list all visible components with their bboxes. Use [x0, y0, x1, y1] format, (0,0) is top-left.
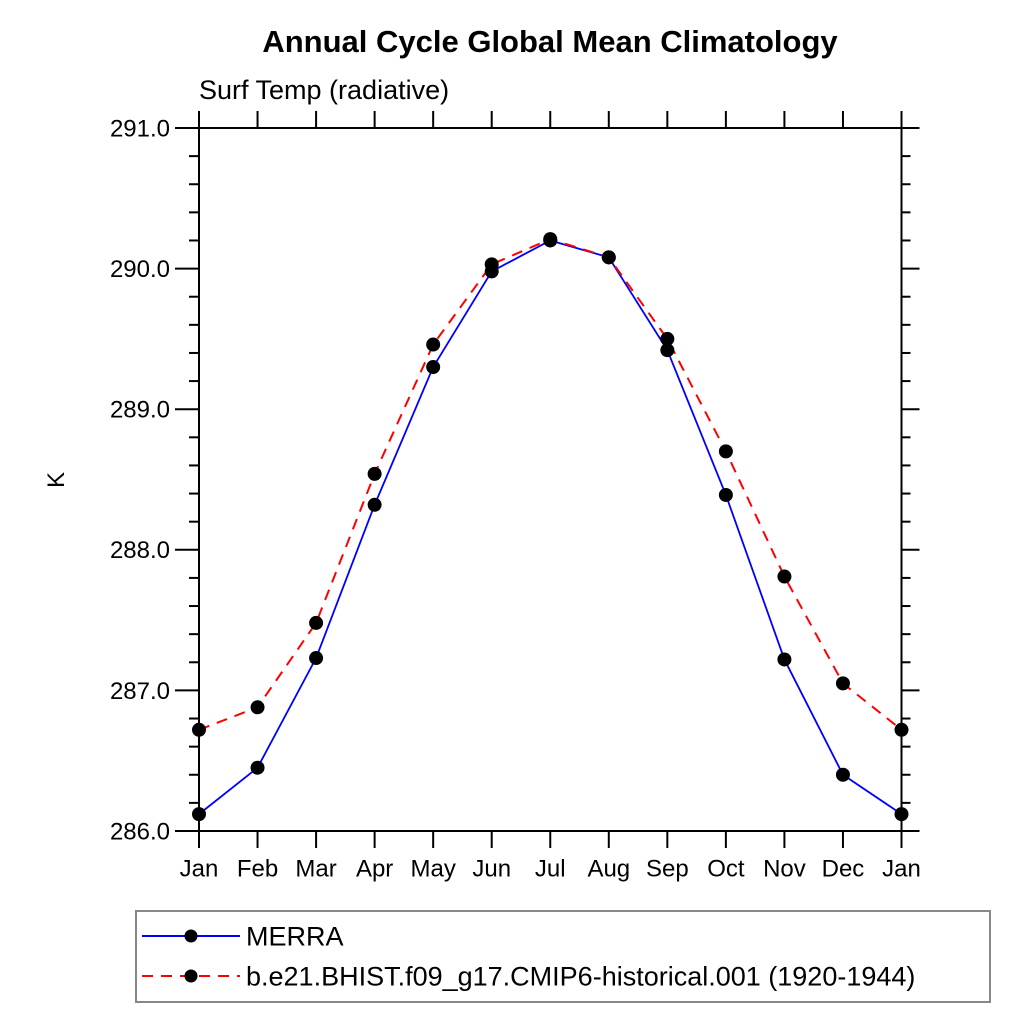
- data-point-marker: [426, 337, 441, 352]
- x-tick-label: Jan: [180, 855, 219, 882]
- data-point-marker: [835, 676, 850, 691]
- x-tick-label: Aug: [587, 855, 630, 882]
- legend-sample-marker: [184, 929, 198, 943]
- data-point-marker: [718, 444, 733, 459]
- y-tick-label: 287.0: [110, 678, 170, 705]
- data-point-marker: [718, 487, 733, 502]
- y-tick-label: 290.0: [110, 256, 170, 283]
- data-point-marker: [894, 807, 909, 822]
- axes: 286.0 287.0 288.0 289.0 290.0 291.0 Jan Feb Mar A…: [110, 111, 921, 882]
- legend-label: b.e21.BHIST.f09_g17.CMIP6-historical.001…: [246, 961, 915, 991]
- y-tick-label: 291.0: [110, 115, 170, 142]
- data-point-marker: [309, 651, 324, 666]
- data-point-marker: [192, 722, 206, 737]
- data-point-markers: [192, 232, 909, 822]
- x-tick-label: Sep: [646, 855, 689, 882]
- data-point-marker: [835, 767, 850, 782]
- series-lines: [198, 238, 903, 815]
- data-point-marker: [250, 760, 265, 775]
- legend-label: MERRA: [246, 921, 344, 951]
- data-point-marker: [894, 722, 909, 737]
- data-point-marker: [660, 343, 675, 358]
- data-point-marker: [426, 360, 441, 375]
- data-point-marker: [777, 652, 792, 667]
- legend: MERRA b.e21.BHIST.f09_g17.CMIP6-historica…: [135, 910, 991, 1003]
- x-tick-label: Oct: [707, 855, 745, 882]
- data-point-marker: [543, 232, 558, 247]
- series-line-1: [198, 238, 903, 731]
- x-tick-label: Jun: [472, 855, 511, 882]
- data-point-marker: [367, 497, 382, 512]
- x-tick-label: Jul: [535, 855, 566, 882]
- data-point-marker: [309, 615, 324, 630]
- series-line-0: [198, 239, 903, 815]
- data-point-marker: [484, 257, 499, 272]
- data-point-marker: [367, 466, 382, 481]
- legend-sample-marker: [184, 969, 198, 983]
- y-tick-label: 289.0: [110, 397, 170, 424]
- data-point-marker: [660, 331, 675, 346]
- x-tick-label: Dec: [822, 855, 865, 882]
- y-axis-title: K: [43, 472, 70, 488]
- x-tick-label: Feb: [237, 855, 278, 882]
- x-tick-label: Apr: [356, 855, 393, 882]
- y-tick-label: 288.0: [110, 537, 170, 564]
- chart-title: Annual Cycle Global Mean Climatology: [262, 24, 838, 59]
- x-tick-label: Mar: [295, 855, 336, 882]
- data-point-marker: [250, 700, 265, 715]
- data-point-marker: [777, 569, 792, 584]
- legend-box: [135, 910, 991, 1003]
- chart-subtitle: Surf Temp (radiative): [199, 75, 449, 105]
- x-tick-label: Nov: [763, 855, 806, 882]
- y-tick-label: 286.0: [110, 818, 170, 845]
- data-point-marker: [601, 250, 616, 265]
- x-tick-label: May: [410, 855, 455, 882]
- data-point-marker: [192, 807, 206, 822]
- x-tick-label: Jan: [882, 855, 921, 882]
